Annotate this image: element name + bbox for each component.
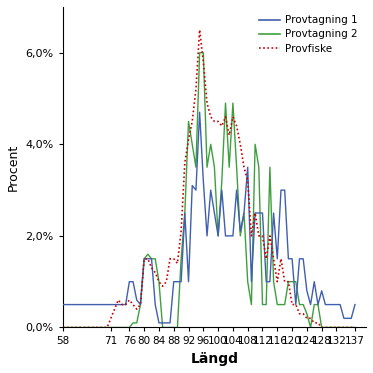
Provfiske [253, 211, 257, 215]
Provtagning 2 [353, 325, 357, 330]
Provfiske [242, 165, 246, 169]
Provfiske [197, 28, 202, 32]
Provtagning 1 [353, 303, 357, 307]
Provtagning 2 [197, 50, 202, 55]
Provfiske [238, 142, 242, 147]
Provtagning 2 [238, 233, 242, 238]
Line: Provtagning 2: Provtagning 2 [63, 53, 355, 327]
Provfiske [323, 325, 327, 330]
Provtagning 1 [245, 165, 250, 169]
Provtagning 2 [60, 325, 65, 330]
Provtagning 1 [194, 188, 198, 192]
Provtagning 1 [157, 321, 161, 325]
Provtagning 1 [242, 211, 246, 215]
Provtagning 1 [268, 279, 272, 284]
Provfiske [60, 325, 65, 330]
Provtagning 1 [60, 303, 65, 307]
Provtagning 2 [264, 303, 269, 307]
Legend: Provtagning 1, Provtagning 2, Provfiske: Provtagning 1, Provtagning 2, Provfiske [256, 12, 361, 57]
Provfiske [353, 325, 357, 330]
Provfiske [190, 119, 194, 124]
X-axis label: Längd: Längd [191, 352, 238, 366]
Provtagning 2 [190, 142, 194, 147]
Y-axis label: Procent: Procent [7, 144, 20, 191]
Line: Provfiske: Provfiske [63, 30, 355, 327]
Provtagning 2 [323, 325, 327, 330]
Provtagning 2 [253, 142, 257, 147]
Provtagning 1 [257, 211, 261, 215]
Provfiske [264, 257, 269, 261]
Line: Provtagning 1: Provtagning 1 [63, 112, 355, 323]
Provtagning 2 [242, 211, 246, 215]
Provtagning 1 [327, 303, 331, 307]
Provtagning 1 [197, 110, 202, 115]
